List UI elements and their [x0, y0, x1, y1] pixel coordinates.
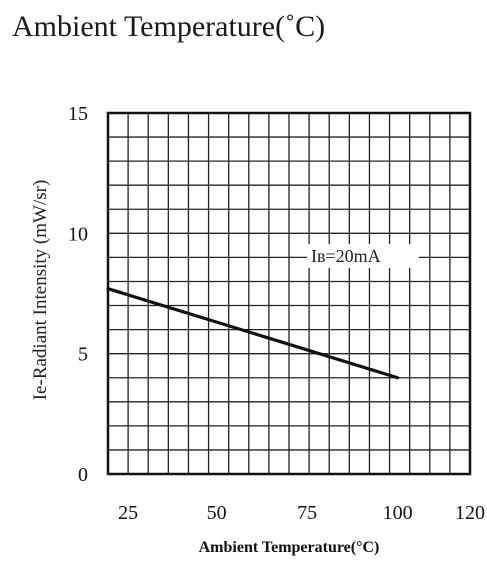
x-tick-label: 100 — [383, 502, 413, 524]
x-tick-label: 25 — [118, 502, 138, 524]
y-axis-label: Ie-Radiant Intensity (mW/sr) — [30, 180, 51, 401]
annotation-background — [307, 244, 419, 268]
y-tick-label: 5 — [78, 344, 88, 366]
x-axis-label: Ambient Temperature(°C) — [199, 539, 380, 556]
y-tick-label: 0 — [78, 464, 88, 486]
y-tick-labels: 0 5 10 15 — [68, 103, 88, 486]
x-tick-labels: 25 50 75 100 120 — [118, 502, 485, 524]
x-tick-label: 75 — [297, 502, 317, 524]
y-tick-label: 15 — [68, 103, 88, 125]
x-tick-label: 120 — [455, 502, 485, 524]
series-line — [106, 287, 400, 380]
plot-frame — [106, 111, 472, 476]
current-annotation: Iʙ=20mA — [311, 246, 381, 266]
y-tick-label: 10 — [68, 223, 88, 245]
x-tick-label: 50 — [207, 502, 227, 524]
series-layer — [106, 287, 400, 380]
grid — [108, 113, 470, 474]
page-title: Ambient Temperature(˚C) — [12, 10, 326, 43]
